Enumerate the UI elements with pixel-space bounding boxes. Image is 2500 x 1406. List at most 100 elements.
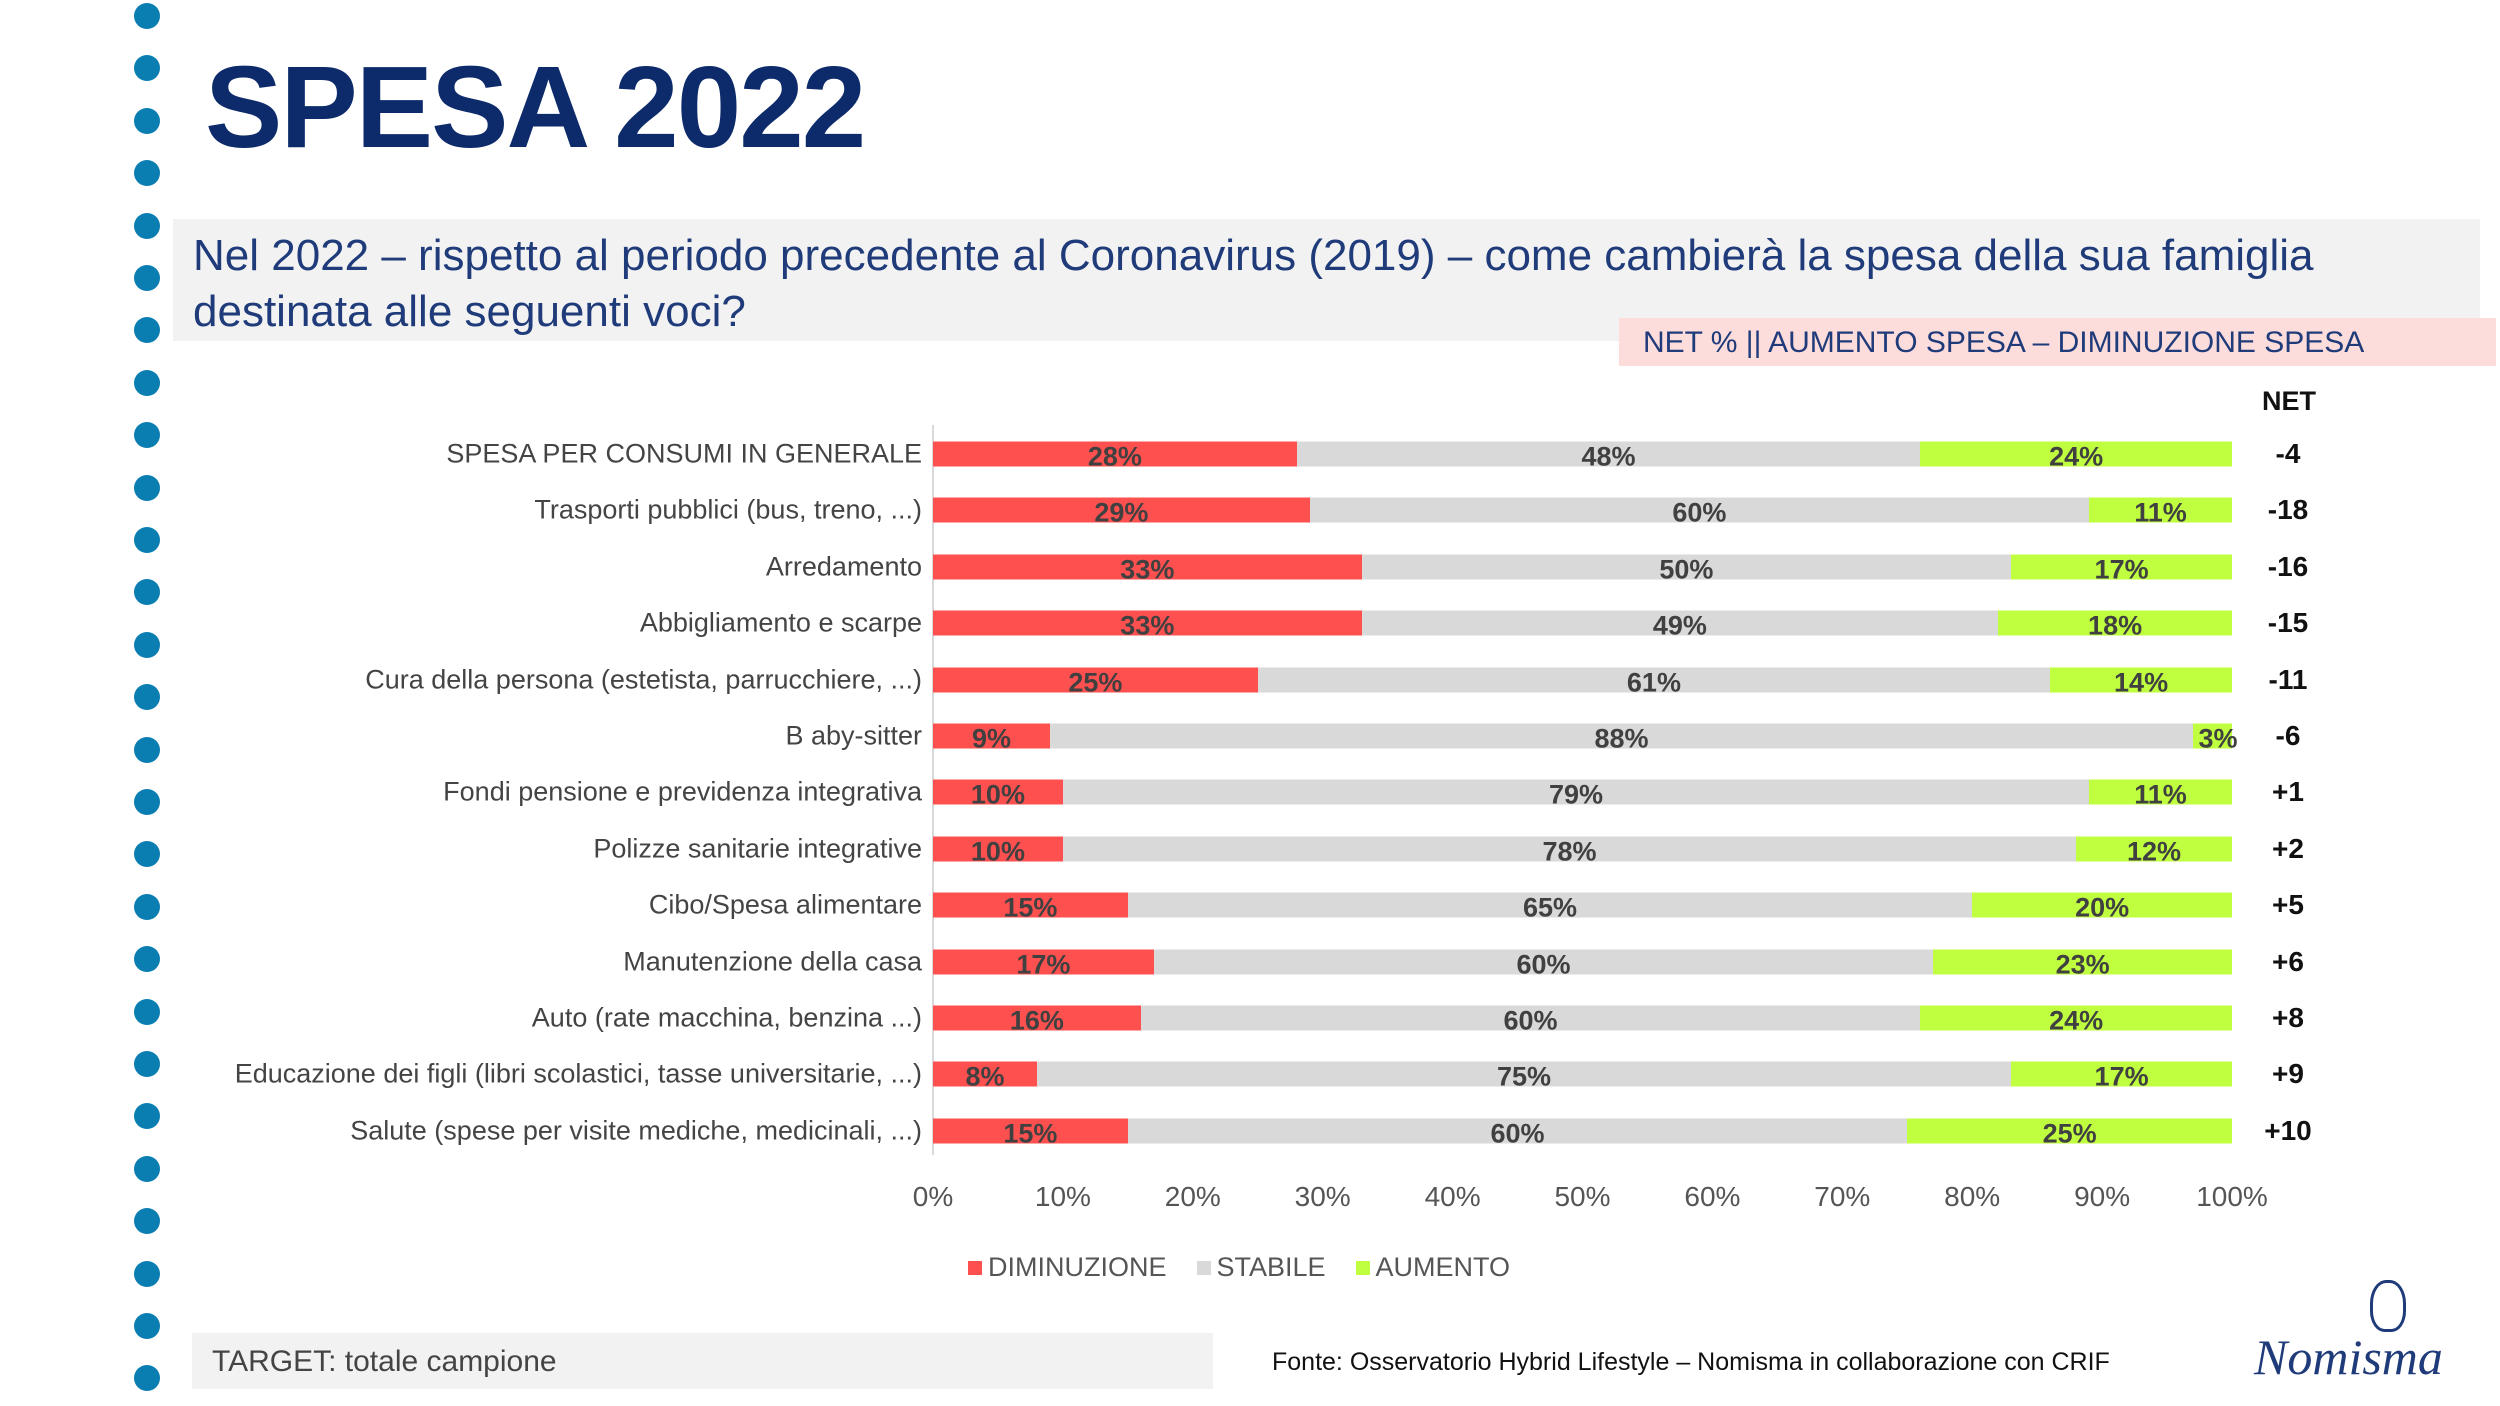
data-label: 17% — [2094, 1061, 2149, 1092]
legend-swatch — [1355, 1260, 1370, 1275]
data-label: 9% — [971, 723, 1011, 754]
data-label: 25% — [2042, 1118, 2097, 1149]
data-label: 60% — [1503, 1005, 1558, 1036]
data-label: 65% — [1522, 892, 1578, 923]
legend-swatch — [1196, 1260, 1211, 1275]
dot — [134, 684, 160, 711]
bar-stabile — [1062, 779, 2090, 805]
data-label: 18% — [2088, 610, 2143, 641]
category-label: Educazione dei figli (libri scolastici, … — [234, 1058, 922, 1089]
category-label: Polizze sanitarie integrative — [593, 833, 922, 864]
category-label: Cibo/Spesa alimentare — [648, 889, 922, 920]
data-label: 48% — [1581, 441, 1636, 472]
dot — [134, 1365, 160, 1392]
dot — [134, 946, 160, 973]
data-label: 17% — [1016, 949, 1071, 980]
legend-item: AUMENTO — [1355, 1252, 1511, 1283]
bar-aumento — [2089, 779, 2232, 805]
page-title: SPESA 2022 — [205, 42, 866, 172]
bar-diminuzione — [933, 779, 1063, 805]
data-label: 11% — [2134, 497, 2187, 528]
bar-stabile — [1127, 892, 1973, 918]
dot — [134, 212, 160, 239]
dot — [134, 265, 160, 291]
x-tick-label: 50% — [1554, 1181, 1611, 1212]
dot — [134, 736, 160, 763]
bar-aumento — [1920, 441, 2232, 467]
dot — [134, 474, 160, 501]
category-label: B aby-sitter — [785, 720, 922, 751]
bar-aumento — [2193, 723, 2232, 749]
x-tick-label: 40% — [1424, 1181, 1481, 1212]
x-tick-label: 20% — [1164, 1181, 1221, 1212]
bar-aumento — [2076, 836, 2232, 862]
bar-diminuzione — [933, 836, 1063, 862]
x-tick-label: 0% — [912, 1181, 954, 1212]
category-label: Auto (rate macchina, benzina ...) — [531, 1002, 922, 1033]
bar-diminuzione — [933, 554, 1362, 580]
bar-stabile — [1127, 1118, 1908, 1144]
net-note: NET % || AUMENTO SPESA – DIMINUZIONE SPE… — [1643, 326, 2365, 359]
dot — [134, 55, 160, 82]
bar-diminuzione — [933, 441, 1297, 467]
net-value: -16 — [2267, 550, 2309, 582]
data-label: 20% — [2075, 892, 2130, 923]
data-label: 23% — [2055, 949, 2110, 980]
data-label: 12% — [2127, 836, 2182, 867]
dot — [134, 998, 160, 1025]
data-label: 24% — [2049, 1005, 2104, 1036]
data-label: 3% — [2198, 723, 2238, 754]
bar-aumento — [1920, 1005, 2232, 1031]
data-label: 17% — [2094, 554, 2149, 585]
category-label: Trasporti pubblici (bus, treno, ...) — [534, 494, 922, 525]
net-value: +1 — [2272, 776, 2304, 808]
x-tick-label: 60% — [1684, 1181, 1741, 1212]
data-label: 11% — [2134, 779, 2187, 810]
bar-stabile — [1062, 836, 2077, 862]
net-value: +8 — [2272, 1002, 2304, 1033]
data-label: 10% — [970, 779, 1025, 810]
bar-stabile — [1361, 554, 2012, 580]
data-label: 50% — [1659, 554, 1714, 585]
dot — [134, 1260, 160, 1287]
source-text: Fonte: Osservatorio Hybrid Lifestyle – N… — [1272, 1348, 2110, 1376]
category-label: Abbigliamento e scarpe — [639, 607, 922, 638]
target-text: TARGET: totale campione — [212, 1345, 557, 1378]
net-header: NET — [2262, 386, 2316, 416]
legend-label: AUMENTO — [1375, 1252, 1511, 1282]
bar-aumento — [1972, 892, 2232, 918]
data-label: 28% — [1087, 441, 1142, 472]
legend-swatch — [968, 1260, 982, 1275]
dot — [134, 1155, 160, 1182]
data-label: 25% — [1068, 667, 1123, 698]
data-label: 60% — [1516, 949, 1571, 980]
target-box: TARGET: totale campione — [192, 1333, 1213, 1389]
data-label: 75% — [1497, 1061, 1552, 1092]
net-value: +9 — [2272, 1058, 2304, 1090]
net-value: -11 — [2268, 663, 2308, 695]
net-value: +2 — [2272, 832, 2304, 864]
data-label: 24% — [2049, 441, 2104, 472]
nomisma-logo: Nomisma — [2250, 1280, 2460, 1390]
bar-aumento — [1998, 610, 2232, 636]
bar-stabile — [1309, 497, 2090, 523]
data-label: 60% — [1490, 1118, 1545, 1149]
bar-stabile — [1257, 667, 2051, 693]
x-tick-label: 80% — [1944, 1181, 2001, 1212]
bar-aumento — [1907, 1118, 2232, 1144]
bar-diminuzione — [933, 497, 1310, 523]
dot — [134, 369, 160, 396]
data-label: 29% — [1094, 497, 1149, 528]
x-tick-label: 30% — [1294, 1181, 1351, 1212]
dot — [134, 1051, 160, 1077]
legend-item: STABILE — [1196, 1252, 1326, 1283]
dot — [134, 527, 160, 553]
data-label: 14% — [2114, 667, 2169, 698]
data-label: 33% — [1120, 610, 1175, 641]
bar-aumento — [2011, 554, 2232, 580]
dot — [134, 160, 160, 187]
legend-label: DIMINUZIONE — [988, 1252, 1167, 1282]
data-label: 78% — [1542, 836, 1597, 867]
crest-icon — [2370, 1280, 2406, 1332]
dot — [134, 1103, 160, 1130]
